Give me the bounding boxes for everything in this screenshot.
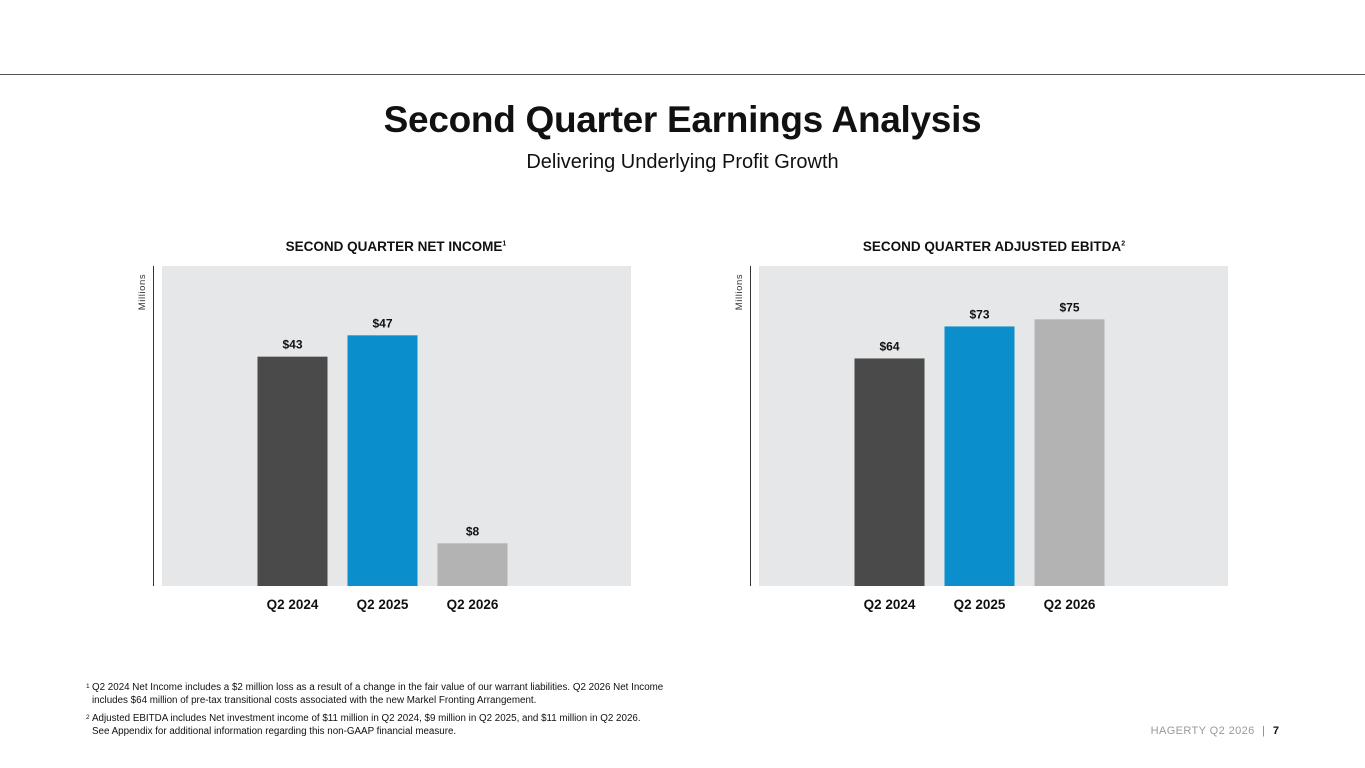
y-axis-label: Millions <box>137 274 148 310</box>
footnote-line: includes $64 million of pre-tax transiti… <box>92 694 537 706</box>
bar-q2-2025 <box>347 335 418 586</box>
data-label: $75 <box>1059 300 1079 314</box>
footnote-1: 1 Q2 2024 Net Income includes a $2 milli… <box>86 682 736 707</box>
footnote-2: 2 Adjusted EBITDA includes Net investmen… <box>86 713 736 738</box>
bar-q2-2026 <box>1034 319 1105 586</box>
bar-q2-2024 <box>854 358 925 586</box>
bar-q2-2025 <box>944 326 1015 586</box>
header-divider <box>0 74 1365 75</box>
x-tick-label: Q2 2026 <box>447 597 499 612</box>
bar-q2-2024 <box>257 356 328 586</box>
y-axis-label: Millions <box>734 274 745 310</box>
bar-q2-2026 <box>437 543 508 586</box>
x-tick-label: Q2 2024 <box>267 597 319 612</box>
footnote-line: Q2 2024 Net Income includes a $2 million… <box>92 682 664 693</box>
footnote-ref: 1 <box>502 240 507 248</box>
data-label: $43 <box>282 338 302 352</box>
footer-separator: | <box>1262 725 1266 737</box>
chart-title-text: SECOND QUARTER ADJUSTED EBITDA <box>862 239 1122 254</box>
footer-period: Q2 2026 <box>1209 725 1255 737</box>
page-number: 7 <box>1272 725 1279 737</box>
chart-title-adjusted-ebitda: SECOND QUARTER ADJUSTED EBITDA2 <box>694 239 1294 254</box>
data-label: $47 <box>372 316 392 330</box>
footnote-line: Adjusted EBITDA includes Net investment … <box>92 713 641 724</box>
footnote-mark: 1 <box>86 683 90 690</box>
data-label: $64 <box>879 339 899 353</box>
data-label: $73 <box>969 307 989 321</box>
chart-title-text: SECOND QUARTER NET INCOME <box>285 239 503 254</box>
page-title: Second Quarter Earnings Analysis <box>383 99 982 140</box>
net-income-chart: Millions $43 Q2 2024 $47 Q2 2025 $8 Q2 2026 <box>137 266 631 612</box>
x-tick-label: Q2 2026 <box>1044 597 1096 612</box>
footnote-ref: 2 <box>1121 240 1126 248</box>
x-tick-label: Q2 2024 <box>864 597 916 612</box>
footer-page-info: HAGERTY Q2 2026 | 7 <box>1151 725 1279 737</box>
data-label: $8 <box>466 524 480 538</box>
footnote-mark: 2 <box>86 714 90 721</box>
chart-title-net-income: SECOND QUARTER NET INCOME1 <box>96 239 696 254</box>
page-subtitle: Delivering Underlying Profit Growth <box>526 151 839 173</box>
x-tick-label: Q2 2025 <box>357 597 409 612</box>
footer-brand: HAGERTY <box>1150 725 1207 737</box>
footnote-line: See Appendix for additional information … <box>92 725 457 737</box>
x-tick-label: Q2 2025 <box>954 597 1006 612</box>
adjusted-ebitda-chart: Millions $64 Q2 2024 $73 Q2 2025 $75 Q2 2026 <box>734 266 1228 612</box>
